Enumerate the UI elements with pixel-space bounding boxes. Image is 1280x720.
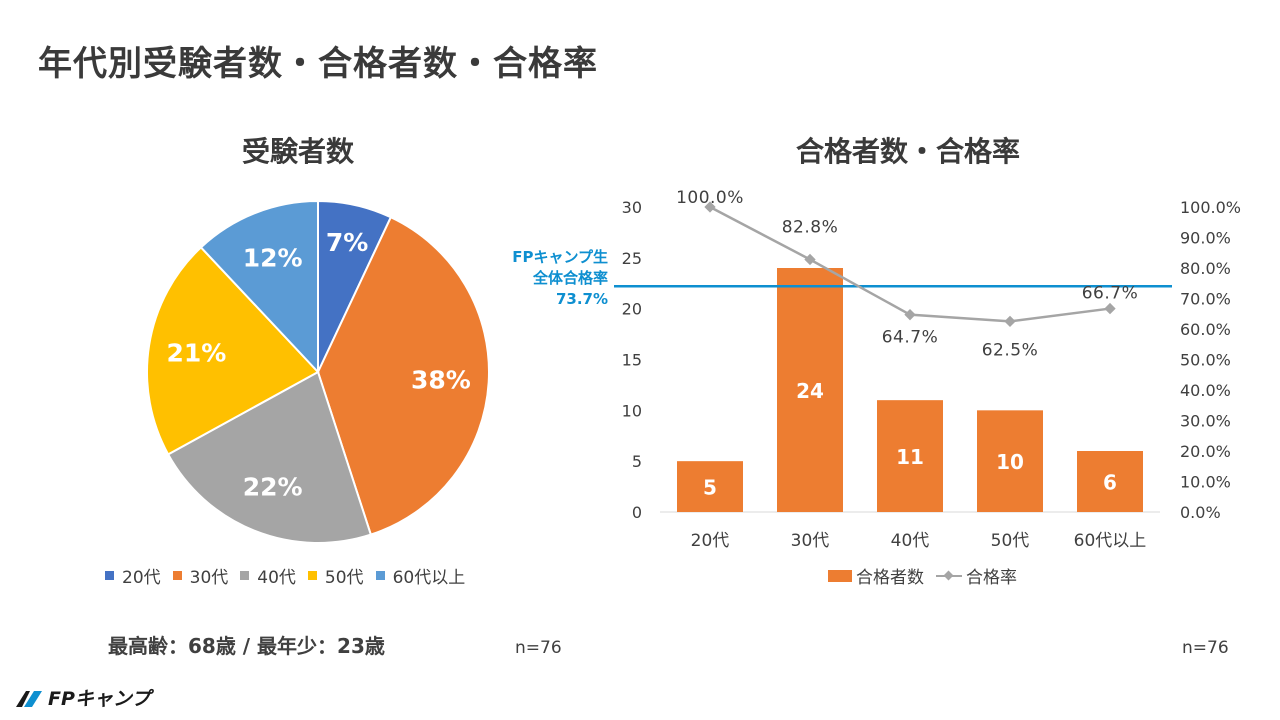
left-axis-tick-label: 15 [622,351,642,370]
left-axis-tick-label: 5 [632,452,642,471]
legend-label-pass-rate: 合格率 [966,568,1017,588]
sample-size-right: n=76 [1182,638,1229,658]
bar-3 [877,400,943,512]
bar-5 [1077,451,1143,512]
legend-swatch-bar [828,569,852,582]
pass-rate-marker-3 [904,309,916,321]
x-axis-category-label: 30代 [791,531,830,551]
brand-logo-text: FPキャンプ [48,688,151,710]
pass-rate-marker-1 [704,201,716,213]
legend-swatch-line [936,570,962,582]
pie-legend-swatch [240,571,250,580]
page-title: 年代別受験者数・合格者数・合格率 [38,44,598,84]
pass-rate-marker-2 [804,253,816,266]
reference-label-value: 73.7% [555,290,608,308]
pass-rate-marker-5 [1104,302,1116,315]
pie-legend-item-5: 60代以上 [375,563,466,588]
pie-slice-5 [199,199,319,375]
age-range-note: 最高齢：68歳 / 最年少：23歳 [108,634,385,658]
pie-slice-label-2: 38% [411,366,471,395]
reference-line-label: FPキャンプ生 全体合格率 73.7% [478,247,608,310]
brand-logo-icon [16,690,42,707]
right-axis-tick-label: 30.0% [1180,412,1231,431]
pie-slice-label-3: 22% [243,472,303,501]
pie-slice-4 [146,245,320,456]
pie-legend-item-2: 30代 [172,563,229,588]
brand-logo: FPキャンプ [14,684,150,711]
bar-chart-title: 合格者数・合格率 [796,135,1021,168]
legend-label-passers: 合格者数 [856,568,924,588]
x-axis-category-label: 60代以上 [1074,531,1147,551]
pie-legend-label: 40代 [257,568,296,588]
right-axis-tick-label: 0.0% [1180,503,1221,522]
bar-value-label-5: 6 [1103,471,1117,495]
right-axis-tick-label: 10.0% [1180,473,1231,492]
bar-value-label-4: 10 [996,450,1024,474]
pie-legend-swatch [307,571,317,580]
pie-legend-swatch [172,571,182,580]
pie-slice-2 [316,215,490,536]
pie-slice-3 [166,370,373,544]
pie-legend-item-1: 20代 [105,563,161,588]
pie-legend-label: 30代 [189,568,229,588]
right-axis-tick-label: 100.0% [1180,198,1241,217]
reference-label-line1: FPキャンプ生 [512,248,608,266]
right-axis-tick-label: 20.0% [1180,442,1231,461]
right-axis-tick-label: 70.0% [1180,290,1231,309]
pass-rate-label-4: 62.5% [982,340,1039,360]
left-axis-tick-label: 20 [622,300,642,319]
x-axis-category-label: 20代 [691,531,730,551]
sample-size-left: n=76 [515,638,562,658]
right-axis-tick-label: 80.0% [1180,259,1231,278]
left-axis-tick-label: 25 [622,249,642,268]
pie-legend-label: 50代 [324,568,364,588]
reference-label-line2: 全体合格率 [532,269,608,287]
pie-legend-swatch [375,571,385,580]
pass-rate-line [709,205,1111,323]
bar-legend: 合格者数 合格率 [828,563,1029,588]
pie-chart-title: 受験者数 [242,135,355,168]
legend-item-pass-rate: 合格率 [936,563,1017,588]
pie-slice-label-1: 7% [326,228,368,257]
bar-value-label-3: 11 [896,445,924,469]
pass-rate-label-5: 66.7% [1082,284,1139,304]
pass-rate-label-2: 82.8% [782,217,839,237]
pie-legend-label: 60代以上 [392,568,466,588]
x-axis-category-label: 40代 [891,531,930,551]
bar-1 [677,461,743,512]
bar-4 [977,410,1043,512]
left-axis-tick-label: 0 [632,503,642,522]
right-axis-tick-label: 40.0% [1180,381,1231,400]
left-axis-tick-label: 30 [622,198,642,217]
pie-legend-item-4: 50代 [307,563,364,588]
pie-slice-label-5: 12% [243,244,303,273]
x-axis-category-label: 50代 [991,531,1030,551]
pie-slice-label-4: 21% [166,339,226,368]
legend-item-passers: 合格者数 [828,563,924,588]
pass-rate-label-1: 100.0% [676,188,744,208]
bar-2 [777,268,843,512]
pass-rate-marker-4 [1004,315,1016,328]
right-axis-tick-label: 90.0% [1180,229,1231,248]
pie-legend-swatch [105,571,114,580]
bar-value-label-2: 24 [796,379,824,403]
left-axis-tick-label: 10 [622,401,642,420]
right-axis-tick-label: 50.0% [1180,351,1231,370]
pass-rate-label-3: 64.7% [882,328,939,348]
right-axis-tick-label: 60.0% [1180,320,1231,339]
pie-legend: 20代 30代 40代 50代 60代以上 [105,563,477,588]
pie-legend-label: 20代 [122,568,161,588]
pie-legend-item-3: 40代 [240,563,296,588]
bar-value-label-1: 5 [703,476,717,500]
